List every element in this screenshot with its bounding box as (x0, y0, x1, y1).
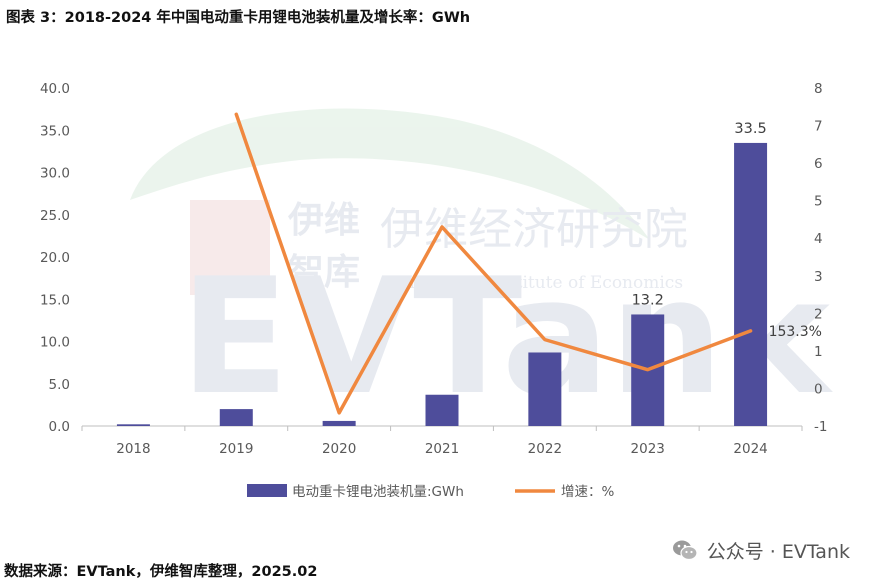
watermark-cn-name-2: 智库 (288, 252, 360, 293)
y-right-tick-label: 8 (814, 81, 823, 97)
y-right-tick-label: 5 (814, 194, 823, 210)
bar-data-label: 13.2 (632, 292, 664, 308)
x-tick-label: 2022 (528, 441, 562, 457)
brand-text: 公众号 · EVTank (706, 540, 850, 563)
y-left-tick-label: 5.0 (49, 377, 70, 393)
y-right-tick-label: 6 (814, 156, 823, 172)
bar (116, 424, 150, 426)
x-tick-label: 2018 (116, 441, 150, 457)
bar (528, 352, 562, 426)
legend-label-line: 增速：% (561, 484, 614, 500)
watermark-arc-green (130, 108, 650, 240)
x-tick-label: 2024 (733, 441, 767, 457)
watermark: EVTank 伊维 智库 伊维经济研究院 China YiWei Institu… (130, 108, 834, 430)
y-right-tick-label: -1 (814, 419, 827, 435)
y-left-tick-label: 20.0 (40, 250, 70, 266)
growth-line (234, 112, 753, 415)
y-right-tick-label: 4 (814, 231, 823, 247)
line-series (234, 112, 753, 415)
bar-series (116, 142, 768, 427)
watermark-institute-en: China YiWei Institute of Economics (380, 273, 683, 293)
y-right-tick-label: 0 (814, 381, 823, 397)
y-right-tick-label: 1 (814, 344, 823, 360)
legend-swatch-bar (247, 484, 287, 497)
legend: 电动重卡锂电池装机量:GWh 增速：% (247, 484, 614, 500)
y-left-tick-label: 30.0 (40, 166, 70, 182)
bar-data-label: 33.5 (734, 121, 766, 137)
x-tick-label: 2019 (219, 441, 253, 457)
source-note: 数据来源：EVTank，伊维智库整理，2025.02 (4, 564, 318, 580)
y-left-tick-label: 25.0 (40, 208, 70, 224)
data-labels: 13.2 33.5 153.3% (632, 121, 822, 340)
x-tick-label: 2023 (631, 441, 665, 457)
y-right-tick-label: 3 (814, 269, 823, 285)
bar (734, 142, 768, 427)
axes-layer: 2018 2019 2020 2021 2022 2023 20240.05.010.015… (40, 81, 828, 457)
brand-footer: 公众号 · EVTank (671, 536, 850, 564)
bar (322, 420, 356, 426)
chart-title: 图表 3：2018-2024 年中国电动重卡用锂电池装机量及增长率：GWh (6, 10, 471, 26)
x-tick-label: 2021 (425, 441, 459, 457)
y-left-tick-label: 35.0 (40, 123, 70, 139)
line-data-label: 153.3% (769, 324, 822, 340)
legend-label-bar: 电动重卡锂电池装机量:GWh (292, 484, 464, 500)
wechat-icon (672, 540, 698, 561)
y-left-tick-label: 10.0 (40, 335, 70, 351)
y-right-tick-label: 2 (814, 306, 823, 322)
y-right-tick-label: 7 (814, 119, 823, 135)
watermark-logo-text: EVTank (180, 243, 834, 430)
y-left-tick-label: 0.0 (49, 419, 70, 435)
watermark-cn-name-1: 伊维 (287, 200, 360, 241)
watermark-institute-cn: 伊维经济研究院 (380, 204, 688, 255)
y-left-tick-label: 15.0 (40, 292, 70, 308)
bar (425, 394, 459, 426)
x-tick-label: 2020 (322, 441, 356, 457)
bar (219, 409, 253, 426)
y-left-tick-label: 40.0 (40, 81, 70, 97)
watermark-logo-block (190, 200, 270, 295)
